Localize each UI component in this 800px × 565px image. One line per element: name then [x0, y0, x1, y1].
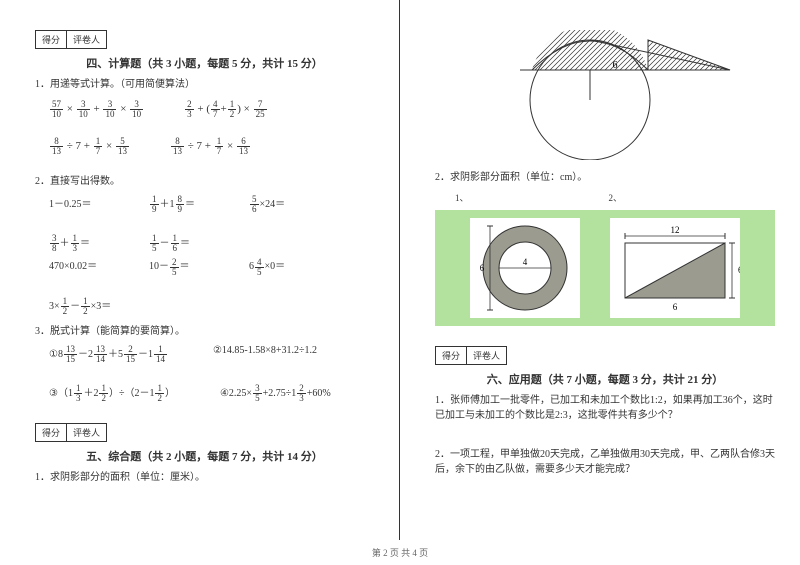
score-label: 得分: [36, 31, 67, 48]
sec4-q1-row1: 5710 × 310 + 310 × 310 23 + (47+12) × 72…: [49, 100, 374, 119]
right-q2-labels: 1、 2、: [455, 191, 775, 204]
eq-3d: ④2.25×35+2.75÷123+60%: [220, 384, 331, 403]
fig2a-4: 4: [523, 257, 528, 267]
sec4-q2: 2．直接写出得数。: [35, 174, 374, 189]
q2-sub2: 2、: [609, 191, 623, 204]
eq-2b: 19＋189＝: [149, 195, 229, 214]
q2-sub1: 1、: [455, 191, 469, 204]
eq-2d: 38＋13＝: [49, 234, 129, 253]
fig1-top-label: 6: [618, 30, 623, 31]
eq-2i: 3×12－12×3＝: [49, 297, 129, 316]
eq-2e: 15－16＝: [149, 234, 229, 253]
eq-3a: ①81315－21314＋5215－1114: [49, 345, 168, 364]
sec4-q1-row2: 813 ÷ 7 + 17 × 513 813 ÷ 7 + 17 × 613: [49, 137, 374, 156]
fig1-mid-label: 6: [613, 60, 618, 71]
eq-1c: 813 ÷ 7 + 17 × 513: [49, 137, 130, 156]
sec4-q2-row1: 1－0.25＝ 19＋189＝ 56×24＝ 38＋13＝ 15－16＝: [49, 195, 374, 253]
reviewer-label-5: 评卷人: [67, 424, 106, 441]
sec4-q1: 1．用递等式计算。（可用简便算法）: [35, 77, 374, 92]
eq-1b: 23 + (47+12) × 725: [184, 100, 267, 119]
fig2a-6: 6: [480, 263, 485, 273]
score-box-sec5: 得分 评卷人: [35, 423, 107, 442]
figure1-svg: 6 6: [460, 30, 750, 160]
right-q2: 2．求阴影部分面积（单位：cm）。: [435, 170, 775, 185]
sec6-q1: 1．张师傅加工一批零件，已加工和未加工个数比1:2，如果再加工36个，这时已加工…: [435, 393, 775, 423]
figure-rect-triangle: 12 6 6: [610, 218, 740, 318]
left-column: 得分 评卷人 四、计算题（共 3 小题，每题 5 分，共计 15 分） 1．用递…: [0, 0, 400, 540]
fig2b-svg: 12 6 6: [610, 218, 740, 318]
eq-2g: 10－25＝: [149, 257, 229, 276]
eq-3b: ②14.85-1.58×8+31.2÷1.2: [213, 345, 317, 364]
page-container: 得分 评卷人 四、计算题（共 3 小题，每题 5 分，共计 15 分） 1．用递…: [0, 0, 800, 540]
fig2b-6b: 6: [673, 302, 678, 312]
figure-circle-triangle: 6 6: [460, 30, 750, 160]
sec4-q3-row2: ③（113＋212）÷（2－112） ④2.25×35+2.75÷123+60%: [49, 384, 374, 403]
reviewer-label: 评卷人: [67, 31, 106, 48]
eq-1a: 5710 × 310 + 310 × 310: [49, 100, 144, 119]
fig2b-6r: 6: [738, 265, 740, 275]
page-footer: 第 2 页 共 4 页: [0, 546, 800, 559]
sec5-title: 五、综合题（共 2 小题，每题 7 分，共计 14 分）: [35, 448, 374, 464]
sec5-q1: 1．求阴影部分的面积（单位：厘米）。: [35, 470, 374, 485]
right-column: 6 6 2．求阴影部分面积（单位：cm）。 1、 2、 4: [400, 0, 800, 540]
figure-ring: 4 6: [470, 218, 580, 318]
eq-2h: 645×0＝: [249, 257, 329, 276]
score-box-sec6: 得分 评卷人: [435, 346, 507, 365]
eq-2a: 1－0.25＝: [49, 195, 129, 214]
sec4-q3: 3．脱式计算（能简算的要简算）。: [35, 324, 374, 339]
sec4-q2-row2: 470×0.02＝ 10－25＝ 645×0＝ 3×12－12×3＝: [49, 257, 374, 315]
eq-3c: ③（113＋212）÷（2－112）: [49, 384, 175, 403]
eq-2c: 56×24＝: [249, 195, 329, 214]
score-label-6: 得分: [436, 347, 467, 364]
sec6-q2: 2．一项工程，甲单独做20天完成，乙单独做用30天完成，甲、乙两队合修3天后，余…: [435, 447, 775, 477]
sec4-title: 四、计算题（共 3 小题，每题 5 分，共计 15 分）: [35, 55, 374, 71]
fig2b-12: 12: [671, 225, 680, 235]
reviewer-label-6: 评卷人: [467, 347, 506, 364]
score-label-5: 得分: [36, 424, 67, 441]
figure2-container: 4 6 12 6: [435, 210, 775, 326]
eq-2f: 470×0.02＝: [49, 257, 129, 276]
sec6-title: 六、应用题（共 7 小题，每题 3 分，共计 21 分）: [435, 371, 775, 387]
fig2a-svg: 4 6: [470, 218, 580, 318]
eq-1d: 813 ÷ 7 + 17 × 613: [170, 137, 251, 156]
sec4-q3-row1: ①81315－21314＋5215－1114 ②14.85-1.58×8+31.…: [49, 345, 374, 364]
score-box-sec4: 得分 评卷人: [35, 30, 107, 49]
